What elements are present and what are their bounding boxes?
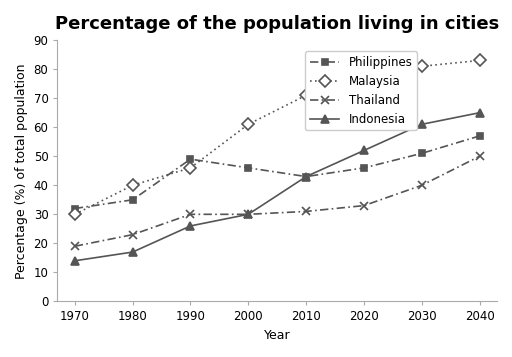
Title: Percentage of the population living in cities: Percentage of the population living in c… <box>55 15 499 33</box>
Y-axis label: Percentage (%) of total population: Percentage (%) of total population <box>15 63 28 278</box>
X-axis label: Year: Year <box>264 329 290 342</box>
Legend: Philippines, Malaysia, Thailand, Indonesia: Philippines, Malaysia, Thailand, Indones… <box>305 51 417 130</box>
